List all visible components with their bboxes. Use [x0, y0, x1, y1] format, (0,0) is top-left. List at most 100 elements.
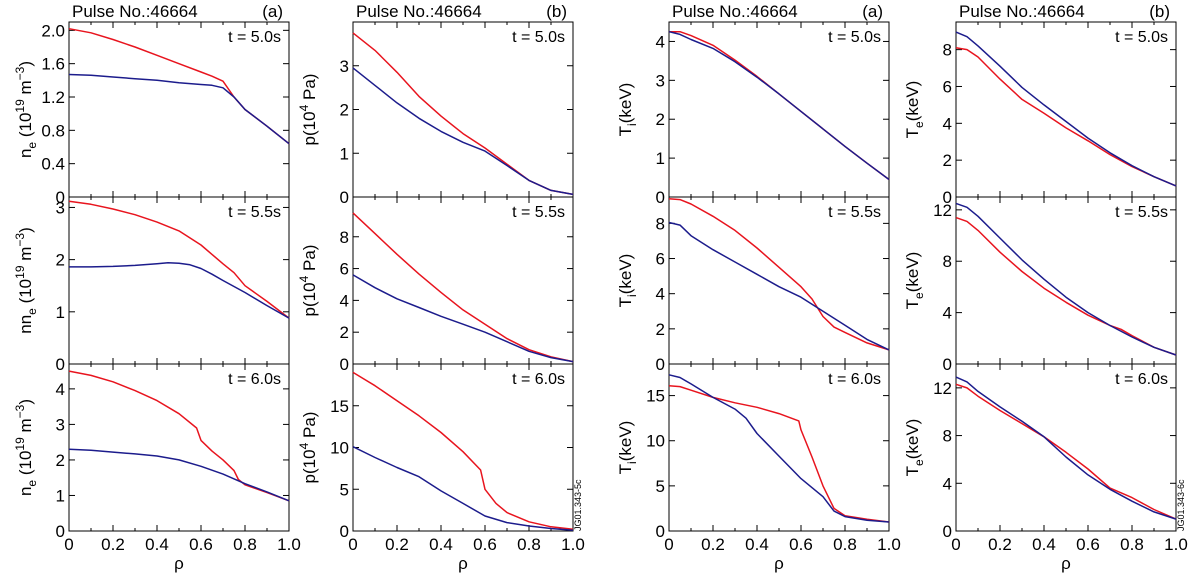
y-tick-label: 0.4 — [41, 155, 65, 174]
y-tick-label: 2 — [656, 110, 665, 129]
panel-frame — [68, 363, 290, 532]
time-label: t = 5.5s — [228, 204, 281, 221]
y-tick-label: 0 — [56, 522, 65, 541]
x-tick-label: 0.8 — [233, 535, 257, 554]
y-tick-label: 5 — [340, 480, 349, 499]
y-tick-label: 2 — [340, 323, 349, 342]
y-tick-label: 6 — [340, 260, 349, 279]
panel-frame — [668, 196, 890, 365]
series-line-red — [668, 384, 890, 523]
x-tick-label: 0.2 — [701, 535, 725, 554]
y-axis-label: ne (1019 m−3) — [13, 61, 39, 158]
y-tick-label: 1.2 — [41, 88, 65, 107]
y-tick-label: 12 — [933, 379, 952, 398]
time-label: t = 6.0s — [512, 371, 565, 388]
series-line-red — [352, 32, 574, 196]
y-tick-label: 3 — [340, 57, 349, 76]
time-label: t = 6.0s — [828, 371, 881, 388]
figure-code: JG01.343-6c — [1176, 479, 1186, 531]
x-axis-label: ρ — [774, 554, 784, 573]
x-tick-label: 0.4 — [145, 535, 169, 554]
series-line-blue — [955, 202, 1177, 356]
panel-tag: (b) — [546, 2, 567, 21]
y-tick-label: 2 — [656, 320, 665, 339]
y-tick-label: 2 — [56, 451, 65, 470]
y-tick-label: 0 — [943, 188, 952, 207]
x-tick-label: 0.2 — [101, 535, 125, 554]
y-tick-label: 8 — [340, 228, 349, 247]
chart-column-3: Pulse No.:46664 (a) 0 1 2 3 4 t = 5.0s Ti(keV) 0 2… — [616, 2, 901, 573]
panel-frame — [352, 363, 574, 532]
x-tick-label: 0 — [664, 535, 673, 554]
y-tick-label: 0 — [943, 355, 952, 374]
panel-frame — [668, 363, 890, 532]
series-line-red — [668, 198, 890, 351]
series-line-red — [352, 212, 574, 363]
x-axis-label: ρ — [458, 554, 468, 573]
time-label: t = 5.0s — [228, 29, 281, 46]
series-line-blue — [668, 30, 890, 181]
panel-frame — [352, 21, 574, 198]
y-axis-label: Ti(keV) — [616, 254, 639, 308]
x-tick-label: 1.0 — [561, 535, 585, 554]
y-tick-label: 15 — [646, 387, 665, 406]
panel-frame — [68, 21, 290, 198]
x-axis-label: ρ — [1061, 554, 1071, 573]
series-line-red — [68, 370, 290, 502]
series-line-blue — [955, 31, 1177, 187]
panel-2: 0 2 4 6 8 t = 5.5s p(104 Pa) — [297, 196, 574, 374]
series-line-blue — [352, 446, 574, 531]
y-tick-label: 2 — [340, 101, 349, 120]
y-tick-label: 15 — [330, 397, 349, 416]
y-tick-label: 2 — [943, 151, 952, 170]
series-line-blue — [352, 274, 574, 363]
y-tick-label: 5 — [656, 477, 665, 496]
time-label: t = 6.0s — [1115, 371, 1168, 388]
y-axis-label: Te(keV) — [903, 252, 926, 310]
series-line-blue — [69, 262, 290, 319]
pulse-header: Pulse No.:46664 — [356, 2, 482, 21]
time-label: t = 5.5s — [512, 204, 565, 221]
pulse-header: Pulse No.:46664 — [959, 2, 1085, 21]
x-tick-label: 0.6 — [789, 535, 813, 554]
x-tick-label: 0.8 — [517, 535, 541, 554]
y-tick-label: 0 — [56, 355, 65, 374]
pulse-header: Pulse No.:46664 — [72, 2, 198, 21]
panel-1: 0 2 4 6 8 t = 5.0s Te(keV) — [903, 21, 1177, 207]
y-axis-label: ne (1019 m−3) — [13, 399, 39, 496]
panel-frame — [68, 196, 290, 365]
x-tick-label: 0.4 — [429, 535, 453, 554]
y-axis-label: Ti(keV) — [616, 421, 639, 475]
y-tick-label: 8 — [656, 214, 665, 233]
x-tick-label: 0.6 — [1076, 535, 1100, 554]
y-tick-label: 0 — [656, 522, 665, 541]
y-tick-label: 12 — [933, 201, 952, 220]
y-tick-label: 0 — [56, 188, 65, 207]
y-tick-label: 4 — [340, 291, 349, 310]
series-line-red — [669, 30, 890, 181]
panel-3: 0 4 8 12 t = 6.0s Te(keV) — [903, 363, 1177, 541]
y-tick-label: 10 — [646, 432, 665, 451]
panel-3: 0 5 10 15 t = 6.0s p(104 Pa) — [297, 363, 574, 541]
time-label: t = 5.0s — [512, 29, 565, 46]
y-tick-label: 6 — [656, 250, 665, 269]
x-tick-label: 0 — [348, 535, 357, 554]
y-tick-label: 4 — [943, 474, 952, 493]
time-label: t = 5.0s — [828, 29, 881, 46]
series-line-red — [955, 216, 1177, 356]
y-axis-label: p(104 Pa) — [297, 245, 319, 317]
time-label: t = 5.0s — [1115, 29, 1168, 46]
series-line-blue — [668, 374, 890, 523]
series-line-red — [955, 47, 1177, 187]
y-tick-label: 10 — [330, 439, 349, 458]
y-tick-label: 1 — [56, 486, 65, 505]
panel-frame — [668, 21, 890, 198]
y-tick-label: 0 — [340, 188, 349, 207]
series-line-red — [352, 371, 574, 531]
y-tick-label: 4 — [943, 304, 952, 323]
panel-1: 0 1 2 3 t = 5.0s p(104 Pa) — [297, 21, 574, 207]
series-line-red — [955, 383, 1177, 520]
y-tick-label: 1.6 — [41, 55, 65, 74]
